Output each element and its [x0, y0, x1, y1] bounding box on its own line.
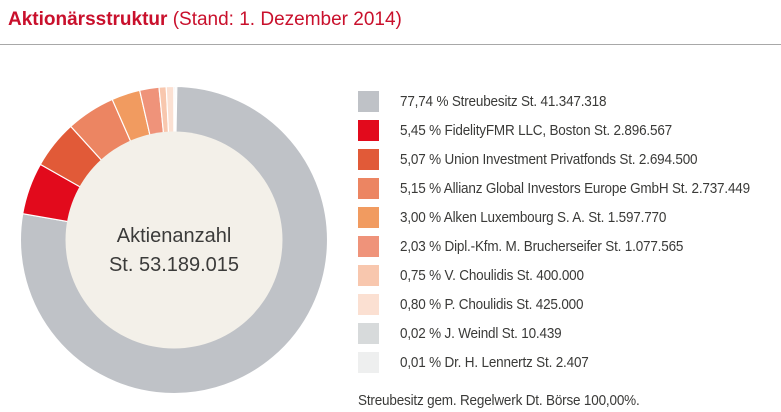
- legend-item: 2,03 % Dipl.-Kfm. M. Brucherseifer St. 1…: [358, 236, 781, 257]
- legend-item: 0,02 % J. Weindl St. 10.439: [358, 323, 781, 344]
- legend: 77,74 % Streubesitz St. 41.347.318 5,45 …: [358, 91, 781, 410]
- legend-swatch: [358, 352, 379, 373]
- donut-chart: Aktienanzahl St. 53.189.015: [19, 85, 329, 395]
- legend-swatch: [358, 149, 379, 170]
- legend-item: 3,00 % Alken Luxembourg S. A. St. 1.597.…: [358, 207, 781, 228]
- page-title-main: Aktionärsstruktur: [8, 9, 168, 30]
- donut-hole: [65, 131, 283, 349]
- legend-item: 5,15 % Allianz Global Investors Europe G…: [358, 178, 781, 199]
- legend-swatch: [358, 294, 379, 315]
- legend-swatch: [358, 91, 379, 112]
- donut-chart-svg: [19, 85, 329, 395]
- legend-label: 0,80 % P. Choulidis St. 425.000: [400, 296, 584, 313]
- legend-label: 5,45 % FidelityFMR LLC, Boston St. 2.896…: [400, 122, 672, 139]
- legend-swatch: [358, 178, 379, 199]
- legend-item: 0,75 % V. Choulidis St. 400.000: [358, 265, 781, 286]
- legend-item: 0,80 % P. Choulidis St. 425.000: [358, 294, 781, 315]
- legend-label: 5,15 % Allianz Global Investors Europe G…: [400, 180, 750, 197]
- legend-item: 5,07 % Union Investment Privatfonds St. …: [358, 149, 781, 170]
- footnote: Streubesitz gem. Regelwerk Dt. Börse 100…: [358, 392, 640, 409]
- legend-item: 5,45 % FidelityFMR LLC, Boston St. 2.896…: [358, 120, 781, 141]
- legend-swatch: [358, 120, 379, 141]
- legend-item: 77,74 % Streubesitz St. 41.347.318: [358, 91, 781, 112]
- page-title-date: (Stand: 1. Dezember 2014): [167, 9, 402, 30]
- legend-rows: 77,74 % Streubesitz St. 41.347.318 5,45 …: [358, 91, 781, 373]
- legend-swatch: [358, 265, 379, 286]
- legend-swatch: [358, 207, 379, 228]
- legend-label: 3,00 % Alken Luxembourg S. A. St. 1.597.…: [400, 209, 667, 226]
- legend-label: 77,74 % Streubesitz St. 41.347.318: [400, 93, 607, 110]
- legend-swatch: [358, 236, 379, 257]
- legend-label: 2,03 % Dipl.-Kfm. M. Brucherseifer St. 1…: [400, 238, 684, 255]
- legend-swatch: [358, 323, 379, 344]
- legend-label: 0,02 % J. Weindl St. 10.439: [400, 325, 562, 342]
- title-divider: [0, 44, 781, 45]
- legend-label: 5,07 % Union Investment Privatfonds St. …: [400, 151, 698, 168]
- legend-label: 0,75 % V. Choulidis St. 400.000: [400, 267, 584, 284]
- legend-label: 0,01 % Dr. H. Lennertz St. 2.407: [400, 354, 589, 371]
- page-title: Aktionärsstruktur (Stand: 1. Dezember 20…: [8, 9, 402, 32]
- legend-item: 0,01 % Dr. H. Lennertz St. 2.407: [358, 352, 781, 373]
